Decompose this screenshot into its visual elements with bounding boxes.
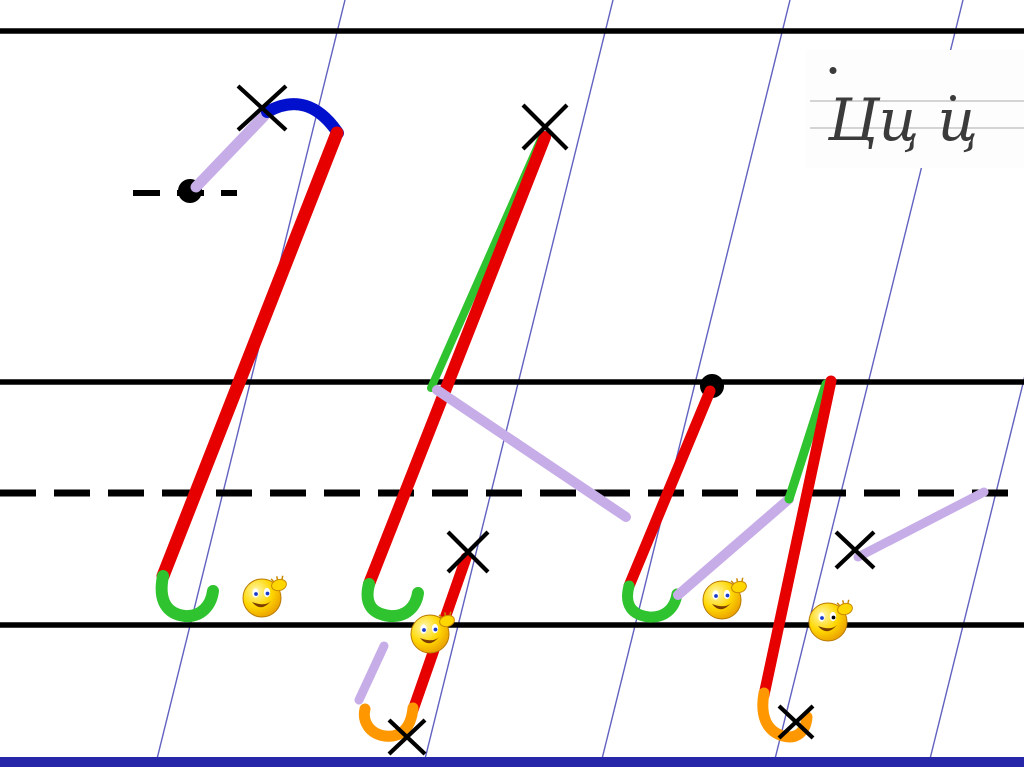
letter-demo-uppercase [354,103,631,756]
tail-end-x-mark [777,704,815,740]
exit-start-x-mark [834,530,876,570]
smiley-icon [702,577,747,620]
sample-start-dot [950,95,957,102]
updiagonal-top-green [784,379,831,504]
sample-letters: Цц ц [827,86,978,154]
tail-end-x-mark [387,718,427,756]
downstroke-red [623,385,716,592]
second-stem-red [758,375,837,701]
upstroke-lavender [190,108,272,193]
downstroke-red [156,126,344,583]
tail-hook-orange [358,702,419,742]
smiley-icon [808,599,853,642]
sample-start-dot [829,67,837,74]
stroke-start-x-mark [521,103,569,151]
updiagonal-lavender [673,494,794,600]
tail-exit-lavender [354,641,389,705]
handwriting-sample: Цц ц [806,50,1024,168]
smiley-icon [242,575,287,618]
top-curve-blue [261,98,344,139]
downstroke-red [363,131,551,590]
waving-hand-icon [730,577,747,594]
bottom-hook-green [155,570,219,623]
stroke-start-x-mark [236,84,288,132]
waving-hand-icon [836,599,853,616]
exit-stroke-lavender [853,487,989,562]
bottom-hook-green [361,578,424,623]
smiley-icon [410,611,455,654]
bottom-hook-green [622,580,683,623]
tail-start-x-mark [446,530,490,574]
letter-demo-lowercase [622,374,989,743]
letter-demo-first-element [133,84,344,623]
waving-hand-icon [270,575,287,592]
handwriting-sample-background [806,50,1024,168]
waving-hand-icon [438,611,455,628]
connector-lavender [432,385,631,522]
